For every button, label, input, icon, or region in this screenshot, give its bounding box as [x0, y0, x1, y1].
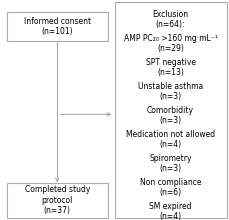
- Text: Spirometry
(n=3): Spirometry (n=3): [149, 154, 192, 173]
- Text: Exclusion
(n=64):: Exclusion (n=64):: [153, 10, 189, 29]
- Bar: [7, 12, 108, 41]
- Bar: [114, 2, 227, 218]
- Text: SM expired
(n=4): SM expired (n=4): [149, 202, 192, 220]
- Text: Completed study
protocol
(n=37): Completed study protocol (n=37): [25, 185, 90, 215]
- Text: Medication not allowed
(n=4): Medication not allowed (n=4): [126, 130, 215, 149]
- Text: Informed consent
(n=101): Informed consent (n=101): [24, 17, 91, 36]
- Text: Comorbidity
(n=3): Comorbidity (n=3): [147, 106, 194, 125]
- Text: AMP PC₂₀ >160 mg·mL⁻¹
(n=29): AMP PC₂₀ >160 mg·mL⁻¹ (n=29): [124, 34, 218, 53]
- Text: Non compliance
(n=6): Non compliance (n=6): [140, 178, 201, 197]
- Text: SPT negative
(n=13): SPT negative (n=13): [146, 58, 196, 77]
- Bar: [7, 183, 108, 218]
- Text: Unstable asthma
(n=3): Unstable asthma (n=3): [138, 82, 203, 101]
